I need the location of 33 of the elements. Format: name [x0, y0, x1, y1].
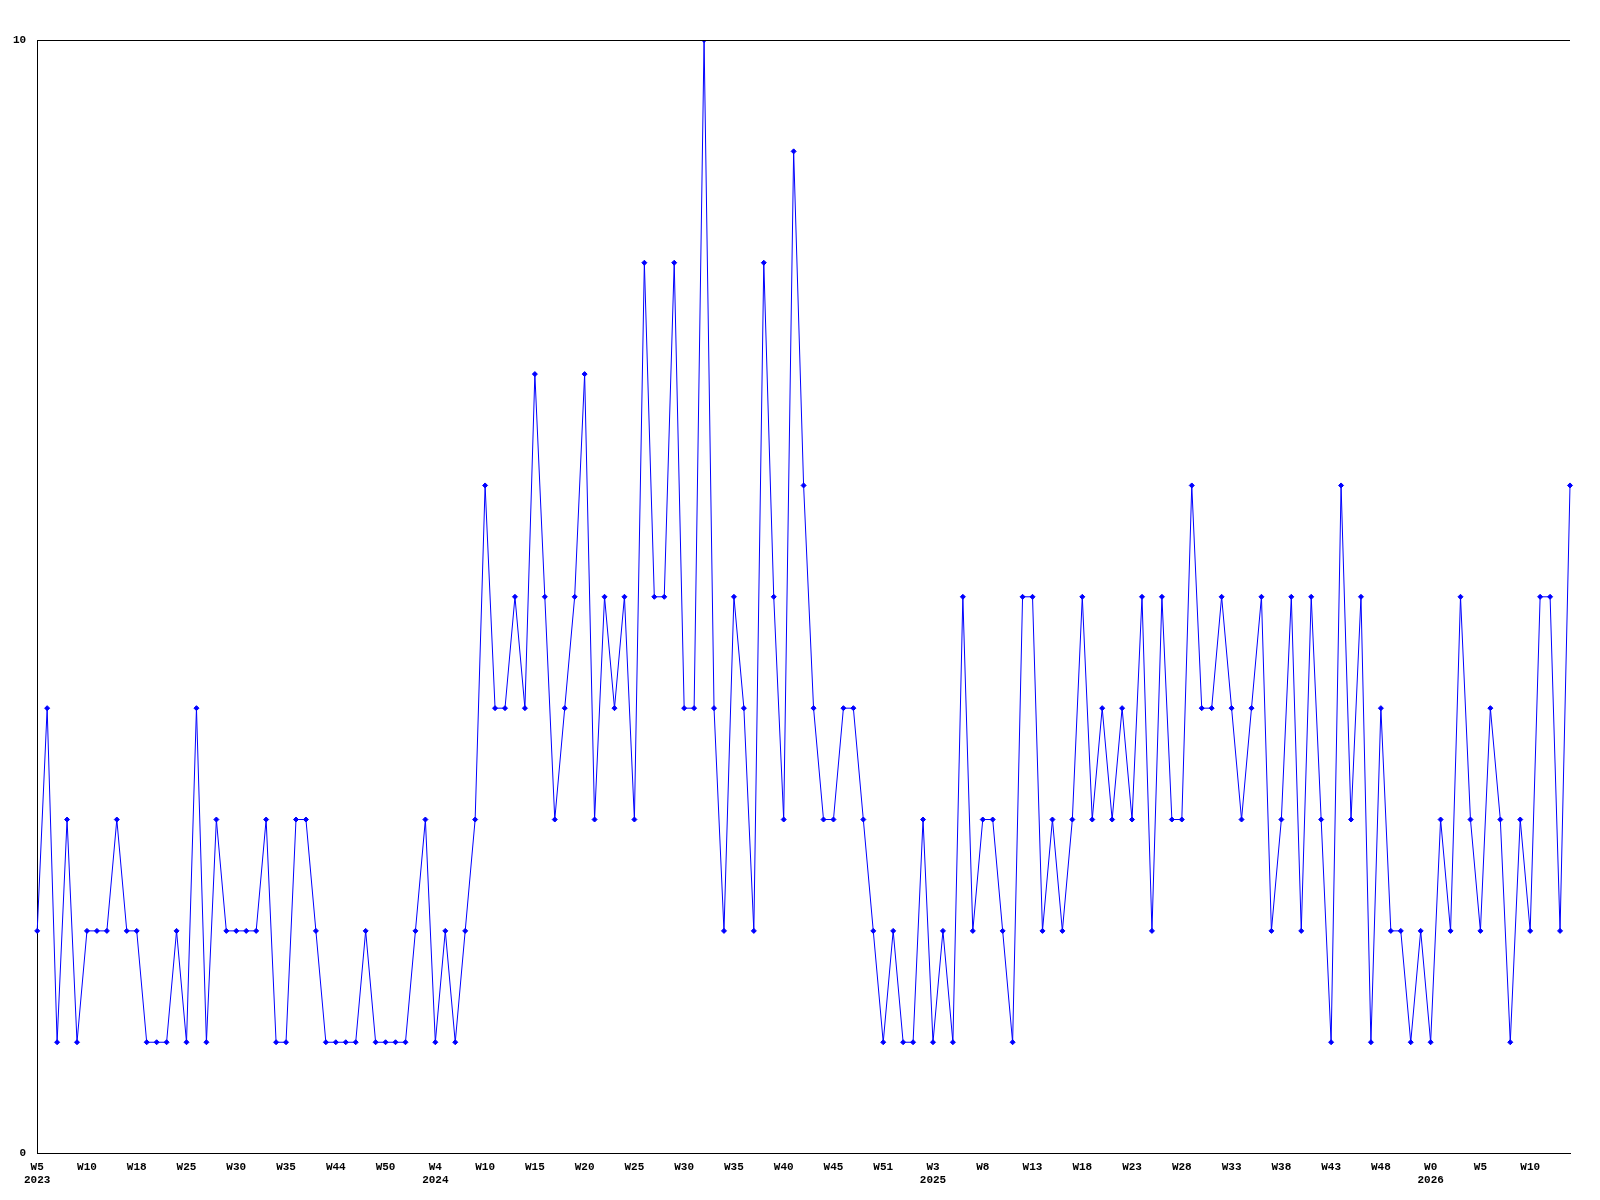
x-tick-label: W43 — [1321, 1160, 1342, 1173]
x-tick-label: W5 2023 — [24, 1160, 51, 1187]
x-tick-label: W15 — [524, 1160, 546, 1173]
x-tick-label: W18 — [126, 1160, 148, 1173]
x-tick-label: W10 — [1520, 1160, 1541, 1173]
x-tick-label: W33 — [1221, 1160, 1242, 1173]
x-tick-label: W30 — [226, 1160, 247, 1173]
y-tick-label: 0 — [19, 1147, 27, 1160]
x-tick-label: W25 — [624, 1160, 645, 1173]
x-tick-label: W20 — [574, 1160, 595, 1173]
x-tick-label: W45 — [823, 1160, 844, 1173]
x-tick-label: W35 — [276, 1160, 297, 1173]
x-tick-label: W48 — [1370, 1160, 1392, 1173]
x-tick-label: W44 — [325, 1160, 347, 1173]
x-tick-label: W30 — [674, 1160, 695, 1173]
x-tick-label: W25 — [176, 1160, 197, 1173]
x-tick-label: W5 — [1473, 1160, 1488, 1173]
x-tick-label: W51 — [873, 1160, 894, 1173]
x-tick-label: W35 — [724, 1160, 745, 1173]
x-tick-label: W40 — [773, 1160, 794, 1173]
x-tick-label: W0 2026 — [1417, 1160, 1444, 1187]
x-tick-label: W10 — [475, 1160, 495, 1173]
x-tick-label: W28 — [1171, 1160, 1193, 1173]
y-tick-label: 10 — [13, 33, 27, 46]
x-tick-label: W4 2024 — [422, 1160, 449, 1187]
x-tick-label: W8 — [976, 1160, 990, 1173]
x-tick-label: W50 — [375, 1160, 396, 1173]
x-tick-label: W38 — [1271, 1160, 1292, 1173]
x-tick-label: W23 — [1122, 1160, 1143, 1173]
x-tick-label: W13 — [1022, 1160, 1043, 1173]
x-tick-label: W18 — [1072, 1160, 1093, 1173]
x-tick-label: W3 2025 — [919, 1160, 947, 1187]
x-tick-label: W10 — [77, 1160, 97, 1173]
